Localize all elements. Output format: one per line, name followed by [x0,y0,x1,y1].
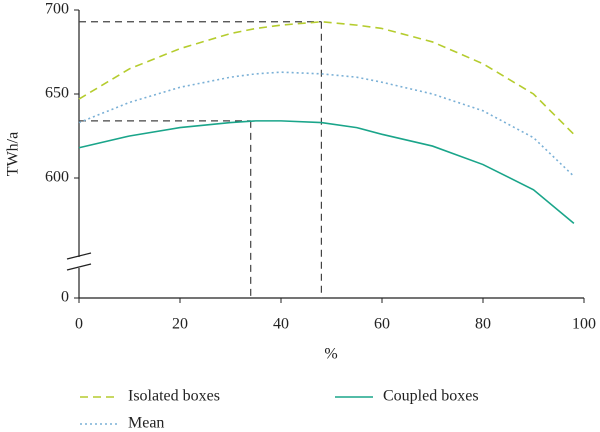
axis-break [66,252,92,260]
x-tick-label: 0 [75,316,83,333]
legend-label: Isolated boxes [128,388,220,405]
x-tick-label: 20 [172,316,188,333]
x-tick-label: 40 [273,316,289,333]
y-tick-label: 0 [61,289,69,306]
y-tick-label: 600 [45,169,69,186]
legend-label: Coupled boxes [383,388,479,405]
y-tick-label: 700 [45,1,69,18]
y-axis-label: TWh/a [5,132,22,176]
x-tick-label: 100 [572,316,596,333]
series-line [78,20,575,135]
y-tick-label: 650 [45,85,69,102]
x-tick-label: 80 [475,316,491,333]
series-line [78,71,575,177]
series-line [78,120,575,224]
axis-break [66,263,92,271]
legend-label: Mean [128,415,164,432]
x-tick-label: 60 [374,316,390,333]
x-axis-label: % [324,346,337,363]
